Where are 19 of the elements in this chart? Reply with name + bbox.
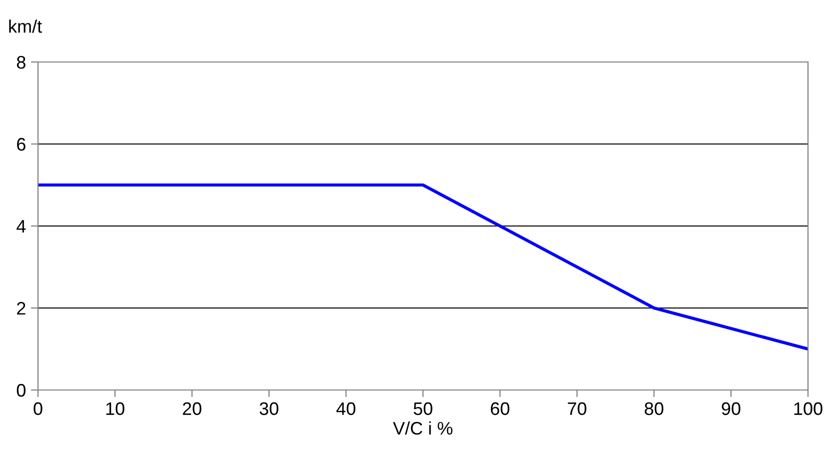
y-tick-label: 2 bbox=[17, 302, 26, 315]
y-tick-label: 0 bbox=[16, 384, 26, 397]
x-tick-label: 80 bbox=[644, 402, 664, 416]
x-tick-label: 10 bbox=[106, 402, 124, 416]
x-tick-label: 60 bbox=[490, 402, 510, 416]
y-axis-title: km/t bbox=[9, 20, 42, 33]
x-tick-label: 90 bbox=[722, 402, 740, 416]
y-tick-label: 6 bbox=[17, 138, 26, 151]
x-tick-label: 100 bbox=[794, 402, 822, 416]
x-tick-label: 0 bbox=[34, 402, 42, 416]
x-tick-label: 30 bbox=[260, 402, 278, 416]
x-tick-label: 20 bbox=[182, 402, 202, 416]
line-series bbox=[38, 183, 808, 351]
x-axis-title: V/C i % bbox=[392, 421, 452, 435]
x-tick-label: 70 bbox=[568, 402, 586, 416]
y-tick-label: 8 bbox=[16, 56, 26, 69]
x-tick-label: 40 bbox=[336, 402, 356, 416]
x-tick-label: 50 bbox=[414, 402, 432, 416]
y-tick-label: 4 bbox=[16, 220, 26, 233]
